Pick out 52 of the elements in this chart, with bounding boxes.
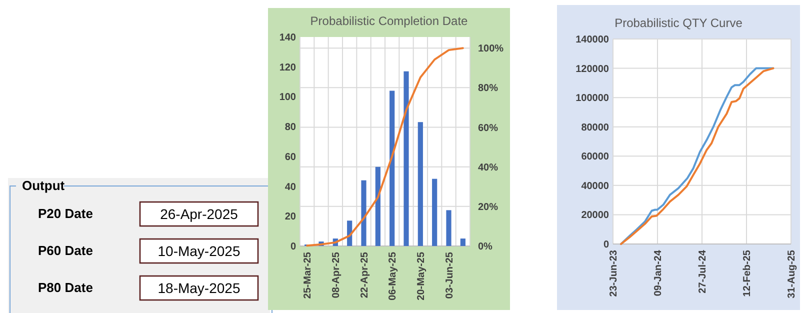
x-tick-label: 22-Apr-25: [359, 252, 370, 298]
bar: [460, 238, 466, 246]
y2-tick-label: 20%: [478, 202, 498, 213]
x-tick-label: 09-Jan-24: [653, 250, 664, 296]
y-tick-label: 100: [279, 92, 296, 104]
bar: [375, 166, 380, 246]
text: 26-Apr-2025: [160, 206, 238, 222]
chart-title: Probabilistic Completion Date: [310, 14, 468, 28]
text: P20 Date: [38, 206, 93, 221]
text: P80 Date: [38, 280, 93, 295]
bar: [418, 122, 423, 246]
y2-tick-label: 60%: [478, 122, 498, 134]
x-tick-label: 31-Aug-25: [786, 250, 798, 298]
chart-title: Probabilistic QTY Curve: [614, 16, 743, 30]
y-tick-label: 140: [279, 32, 296, 44]
y-tick-label: 40: [284, 182, 296, 193]
y2-tick-label: 0%: [478, 242, 493, 252]
x-tick-label: 06-May-25: [388, 252, 399, 300]
y-tick-label: 60: [284, 152, 296, 163]
y-tick-label: 40000: [581, 180, 610, 192]
y-tick-label: 0: [603, 240, 610, 250]
text: 10-May-2025: [158, 243, 240, 259]
line-series: [306, 47, 464, 247]
text: 18-May-2025: [158, 280, 240, 296]
text: Output: [22, 178, 66, 193]
x-tick-label: 03-Jun-25: [444, 252, 456, 299]
y-tick-label: 140000: [576, 34, 610, 46]
bar: [432, 178, 438, 246]
y-tick-label: 20: [284, 212, 296, 223]
y-tick-label: 60000: [581, 152, 610, 163]
y-tick-label: 120000: [576, 64, 610, 75]
y-tick-label: 80: [284, 122, 296, 134]
bar: [446, 210, 452, 246]
bar: [404, 71, 409, 246]
bar: [361, 180, 366, 246]
y2-tick-label: 40%: [478, 162, 498, 174]
x-tick-label: 20-May-25: [416, 252, 427, 300]
y2-tick-label: 80%: [478, 83, 498, 94]
y-tick-label: 80000: [581, 122, 610, 134]
x-tick-label: 25-Mar-25: [302, 252, 314, 299]
line-series: [620, 67, 774, 245]
x-tick-label: 08-Apr-25: [330, 252, 342, 298]
y-tick-label: 120: [279, 62, 296, 74]
text: P60 Date: [38, 243, 93, 258]
bar: [390, 90, 395, 246]
x-tick-label: 27-Jul-24: [698, 250, 708, 294]
x-tick-label: 12-Feb-25: [742, 250, 753, 297]
x-tick-label: 23-Jun-23: [608, 250, 620, 297]
y2-tick-label: 100%: [478, 44, 504, 55]
y-tick-label: 20000: [581, 210, 610, 222]
y-tick-label: 100000: [576, 93, 610, 104]
y-tick-label: 0: [290, 242, 296, 252]
